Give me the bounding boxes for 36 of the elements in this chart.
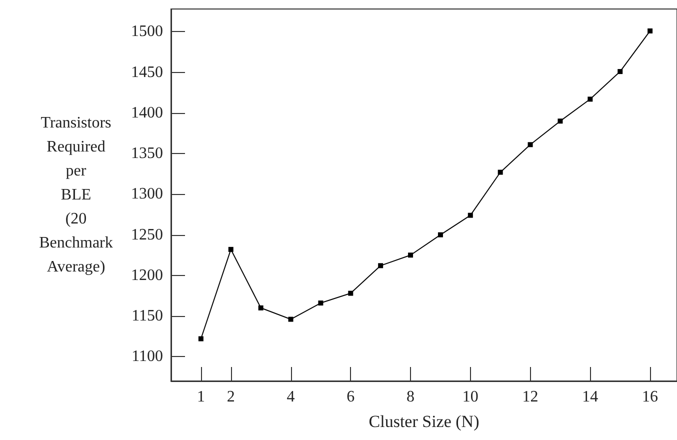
point	[468, 212, 473, 218]
y-axis-title: Transistors Required per BLE (20 Benchmark Average)	[39, 114, 113, 276]
y-tick-label: 1100	[132, 348, 163, 366]
x-tick-label: 4	[286, 388, 295, 406]
y-tick-label: 1150	[132, 308, 163, 325]
point	[228, 246, 234, 252]
point	[288, 316, 294, 322]
point	[648, 28, 653, 34]
x-tick-label: 1	[196, 388, 205, 406]
point	[318, 300, 324, 306]
y-tick-label: 1350	[131, 145, 163, 162]
x-tick-label: 6	[346, 388, 355, 406]
point	[408, 252, 414, 258]
point	[558, 118, 563, 124]
x-tick-label: 16	[642, 388, 658, 406]
x-axis-title: Cluster Size (N)	[368, 412, 480, 431]
point	[588, 96, 593, 102]
point	[528, 142, 533, 148]
point	[348, 290, 354, 296]
point	[378, 263, 384, 268]
point	[258, 305, 264, 310]
x-tick-label: 10	[462, 388, 478, 406]
point	[198, 336, 204, 342]
x-tick-label: 14	[582, 388, 598, 406]
y-tick-label: 1200	[131, 266, 163, 284]
point	[438, 232, 443, 238]
y-tick-label: 1300	[131, 186, 163, 203]
x-tick-label: 2	[226, 388, 235, 406]
y-tick-label: 1250	[131, 226, 163, 244]
x-tick-label: 12	[522, 388, 538, 406]
point	[498, 170, 503, 175]
y-tick-label: 1450	[131, 64, 163, 81]
x-tick-label: 8	[406, 388, 415, 406]
y-tick-label: 1400	[131, 104, 163, 122]
y-tick-label: 1500	[131, 23, 163, 40]
point	[618, 69, 623, 74]
